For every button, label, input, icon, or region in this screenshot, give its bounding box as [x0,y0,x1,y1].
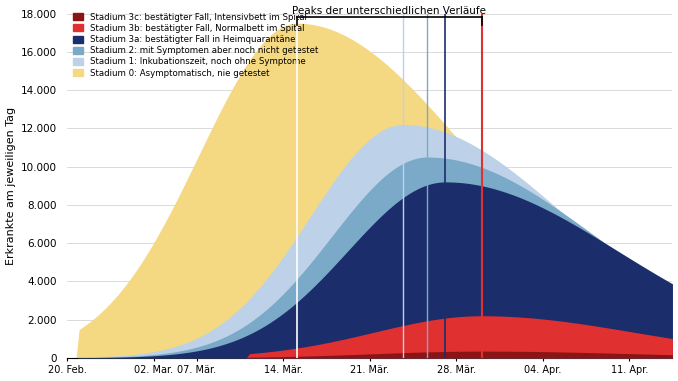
Text: Peaks der unterschiedlichen Verläufe: Peaks der unterschiedlichen Verläufe [292,6,486,16]
Y-axis label: Erkrankte am jeweiligen Tag: Erkrankte am jeweiligen Tag [5,107,16,265]
Legend: Stadium 3c: bestätigter Fall, Intensivbett im Spital, Stadium 3b: bestätigter Fa: Stadium 3c: bestätigter Fall, Intensivbe… [71,11,320,79]
